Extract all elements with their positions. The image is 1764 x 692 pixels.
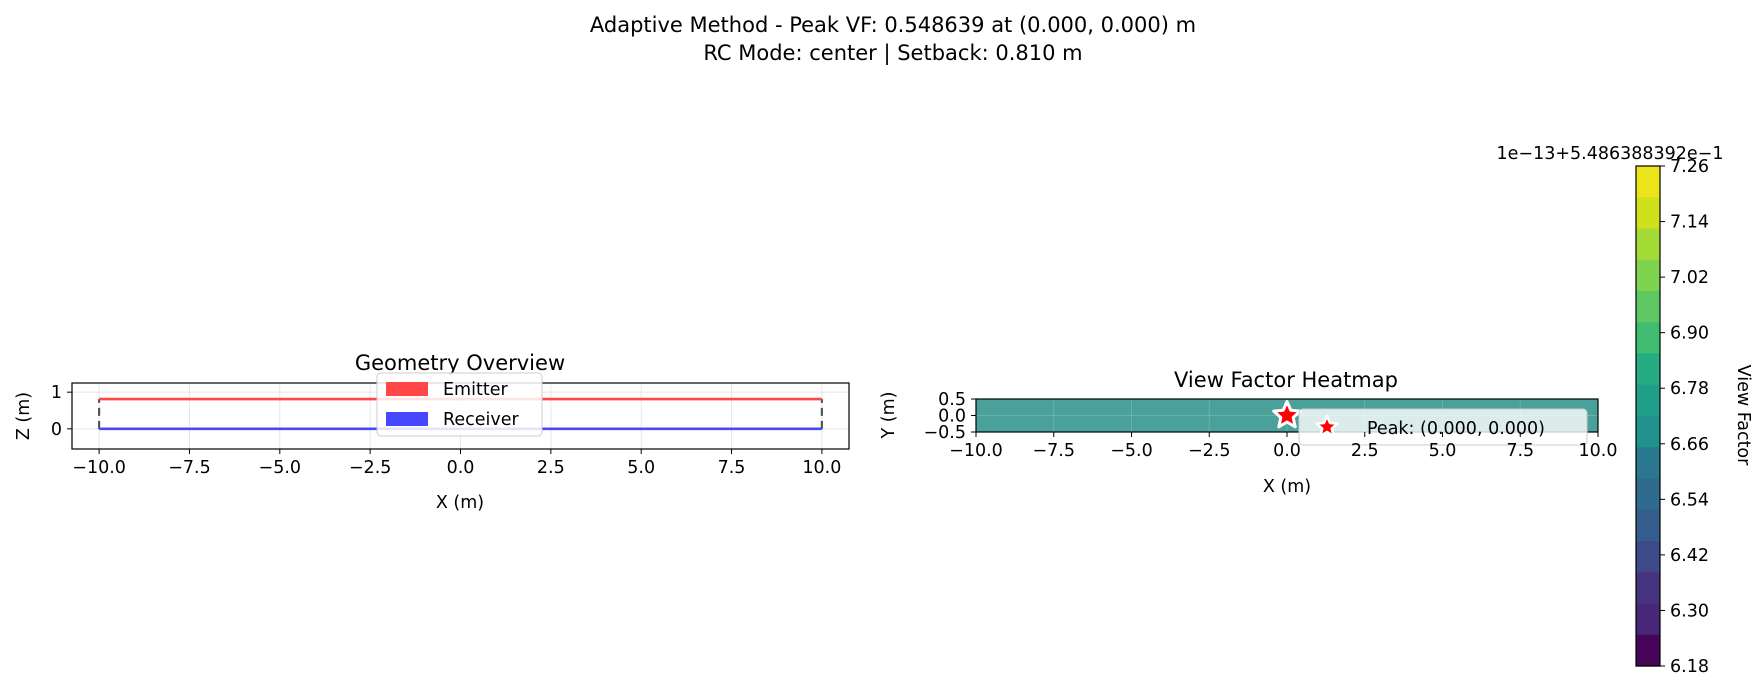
geometry-legend: Emitter Receiver <box>376 372 543 437</box>
heatmap-x-tick-label: 2.5 <box>1351 441 1379 461</box>
heatmap-x-tick-label: −2.5 <box>1188 441 1231 461</box>
colorbar-tick-label: 7.26 <box>1670 157 1709 177</box>
colorbar-band <box>1636 509 1660 542</box>
colorbar-offset-text: 1e−13+5.486388392e−1 <box>1497 144 1724 164</box>
heatmap-x-tick-label: −10.0 <box>949 441 1003 461</box>
geometry-x-ticks: −10.0 −7.5 −5.0 −2.5 0.0 2.5 5.0 7.5 10.0 <box>72 449 841 478</box>
colorbar-band <box>1636 166 1660 198</box>
figure-title-line-2: RC Mode: center | Setback: 0.810 m <box>703 41 1082 66</box>
colorbar-band <box>1636 541 1660 573</box>
legend-receiver-label: Receiver <box>443 410 520 430</box>
colorbar: 1e−13+5.486388392e−1 7.26 7.14 7.02 6.90 6.7… <box>1497 144 1753 677</box>
colorbar-band <box>1636 322 1660 355</box>
colorbar-band <box>1636 572 1660 605</box>
geometry-x-tick-label: 2.5 <box>537 458 565 478</box>
geometry-overview-panel: Geometry Overview −10.0 −7.5 −5.0 −2.5 0.0 2.… <box>14 351 850 513</box>
heatmap-y-tick-label: 0.5 <box>938 390 966 410</box>
legend-peak-star-icon <box>1315 414 1339 438</box>
colorbar-ticks: 7.26 7.14 7.02 6.90 6.78 6.66 6.54 6.42 6.30 6.18 <box>1660 157 1709 677</box>
geometry-x-tick-label: −7.5 <box>168 458 211 478</box>
colorbar-bands <box>1636 166 1660 667</box>
colorbar-tick-label: 7.14 <box>1670 213 1709 233</box>
colorbar-frame <box>1635 165 1661 667</box>
colorbar-band <box>1636 478 1660 511</box>
heatmap-x-ticks: −10.0 −7.5 −5.0 −2.5 0.0 2.5 5.0 7.5 10.0 <box>949 432 1617 461</box>
colorbar-tick-label: 6.66 <box>1670 435 1709 455</box>
colorbar-band <box>1636 259 1660 292</box>
colorbar-tick-label: 6.42 <box>1670 546 1709 566</box>
heatmap-x-axis-label: X (m) <box>1263 477 1311 497</box>
heatmap-title: View Factor Heatmap <box>1174 368 1398 392</box>
colorbar-band <box>1636 634 1660 667</box>
heatmap-x-tick-label: 7.5 <box>1506 441 1534 461</box>
figure-title-line-1: Adaptive Method - Peak VF: 0.548639 at (… <box>590 13 1196 37</box>
heatmap-legend-frame <box>1298 408 1588 446</box>
colorbar-band <box>1636 291 1660 323</box>
heatmap-y-ticks: 0.50.0−0.5 <box>924 390 976 443</box>
geometry-x-tick-label: 5.0 <box>627 458 655 478</box>
geometry-x-axis-label: X (m) <box>436 493 484 513</box>
legend-emitter-swatch <box>386 382 428 396</box>
colorbar-band <box>1636 228 1660 261</box>
geometry-y-tick-label: 0 <box>51 420 62 440</box>
heatmap-legend: Peak: (0.000, 0.000) <box>1298 408 1588 446</box>
heatmap-x-tick-label: 5.0 <box>1429 441 1457 461</box>
colorbar-tick-label: 6.78 <box>1670 379 1709 399</box>
colorbar-band <box>1636 197 1660 230</box>
colorbar-band <box>1636 353 1660 386</box>
colorbar-tick-label: 6.54 <box>1670 490 1709 510</box>
geometry-x-tick-label: 10.0 <box>802 458 841 478</box>
geometry-overview-title: Geometry Overview <box>355 351 565 375</box>
geometry-x-tick-label: −10.0 <box>72 458 126 478</box>
heatmap-x-tick-label: −5.0 <box>1110 441 1153 461</box>
heatmap-x-tick-label: 0.0 <box>1273 441 1301 461</box>
colorbar-band <box>1636 447 1660 480</box>
colorbar-band <box>1636 416 1660 448</box>
geometry-x-tick-label: −5.0 <box>259 458 302 478</box>
heatmap-panel: View Factor Heatmap Peak: (0.000, 0.000)… <box>879 368 1617 497</box>
colorbar-tick-label: 7.02 <box>1670 268 1709 288</box>
legend-receiver-swatch <box>386 412 428 426</box>
geometry-x-tick-label: 7.5 <box>718 458 746 478</box>
geometry-x-tick-label: 0.0 <box>447 458 475 478</box>
geometry-y-ticks: 01 <box>51 383 72 440</box>
heatmap-x-tick-label: −7.5 <box>1033 441 1076 461</box>
colorbar-band <box>1636 384 1660 417</box>
geometry-x-tick-label: −2.5 <box>349 458 392 478</box>
peak-star-marker <box>1272 400 1302 429</box>
heatmap-y-axis-label: Y (m) <box>879 392 899 440</box>
geometry-y-tick-label: 1 <box>51 383 62 403</box>
legend-star <box>1315 414 1339 438</box>
legend-emitter-label: Emitter <box>443 380 508 400</box>
colorbar-tick-label: 6.30 <box>1670 601 1709 621</box>
peak-star <box>1272 400 1302 429</box>
colorbar-label: View Factor <box>1733 365 1753 466</box>
colorbar-tick-label: 6.18 <box>1670 657 1709 677</box>
heatmap-legend-label: Peak: (0.000, 0.000) <box>1367 419 1545 439</box>
colorbar-tick-label: 6.90 <box>1670 324 1709 344</box>
heatmap-y-tick-label: −0.5 <box>924 423 967 443</box>
geometry-y-axis-label: Z (m) <box>14 392 34 440</box>
colorbar-band <box>1636 603 1660 636</box>
heatmap-y-tick-label: 0.0 <box>938 407 966 427</box>
heatmap-x-tick-label: 10.0 <box>1579 441 1618 461</box>
